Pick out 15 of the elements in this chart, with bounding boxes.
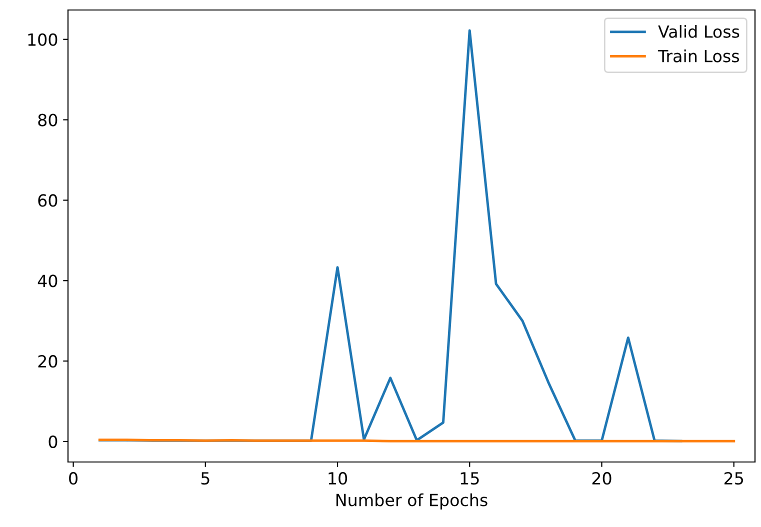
x-tick-label: 0 bbox=[69, 472, 78, 485]
y-tick-label: 60 bbox=[38, 194, 58, 207]
legend-label: Valid Loss bbox=[658, 25, 740, 38]
y-tick-label: 40 bbox=[38, 274, 58, 288]
y-tick-label: 20 bbox=[38, 355, 58, 368]
x-tick-label: 15 bbox=[460, 472, 479, 485]
legend-label: Train Loss bbox=[658, 49, 740, 62]
x-tick-label: 20 bbox=[592, 472, 612, 485]
x-tick-label: 5 bbox=[201, 472, 210, 485]
y-tick-label: 0 bbox=[48, 435, 58, 448]
y-tick-label: 100 bbox=[28, 33, 58, 46]
x-axis-title: Number of Epochs bbox=[336, 493, 488, 510]
x-tick-label: 10 bbox=[328, 472, 348, 485]
x-tick-label: 25 bbox=[724, 472, 744, 485]
y-tick-label: 80 bbox=[38, 114, 58, 126]
